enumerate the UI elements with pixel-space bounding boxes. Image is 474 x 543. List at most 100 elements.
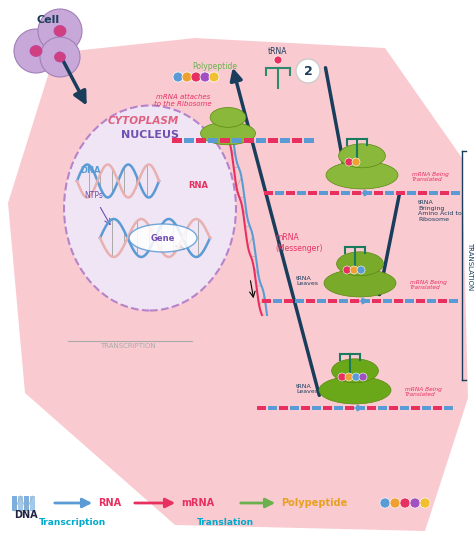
Ellipse shape: [54, 26, 66, 36]
Bar: [385, 191, 394, 195]
Circle shape: [352, 373, 360, 381]
Circle shape: [420, 498, 430, 508]
Text: Cell: Cell: [36, 15, 60, 25]
Polygon shape: [8, 38, 468, 531]
Bar: [273, 299, 282, 303]
Bar: [279, 406, 288, 410]
Ellipse shape: [326, 161, 398, 189]
Ellipse shape: [324, 269, 396, 297]
Bar: [257, 406, 266, 410]
Text: NTPs: NTPs: [84, 191, 103, 199]
Ellipse shape: [337, 252, 383, 276]
Bar: [275, 191, 284, 195]
Bar: [383, 299, 392, 303]
Bar: [352, 191, 361, 195]
Bar: [407, 191, 416, 195]
Bar: [262, 299, 271, 303]
Ellipse shape: [201, 122, 255, 145]
Circle shape: [173, 72, 183, 82]
Text: tRNA
Leaves: tRNA Leaves: [296, 276, 318, 286]
Ellipse shape: [210, 108, 246, 127]
Bar: [286, 191, 295, 195]
Bar: [330, 191, 339, 195]
Bar: [405, 299, 414, 303]
Ellipse shape: [64, 105, 236, 311]
Circle shape: [40, 37, 80, 77]
Text: 2: 2: [304, 65, 312, 78]
Ellipse shape: [55, 52, 65, 62]
Bar: [427, 299, 436, 303]
Circle shape: [357, 266, 365, 274]
Bar: [394, 299, 403, 303]
Text: Polypeptide: Polypeptide: [281, 498, 347, 508]
Bar: [290, 406, 299, 410]
Text: mRNA Being
Translated: mRNA Being Translated: [412, 172, 449, 182]
Bar: [308, 191, 317, 195]
Bar: [374, 191, 383, 195]
Bar: [367, 406, 376, 410]
Text: tRNA
Leaves: tRNA Leaves: [296, 383, 318, 394]
Circle shape: [350, 266, 358, 274]
Text: mRNA Being
Translated: mRNA Being Translated: [410, 280, 447, 291]
Bar: [232, 138, 242, 143]
Text: tRNA: tRNA: [268, 47, 288, 56]
Bar: [323, 406, 332, 410]
Bar: [196, 138, 206, 143]
Circle shape: [380, 498, 390, 508]
Bar: [268, 406, 277, 410]
Circle shape: [209, 72, 219, 82]
Bar: [350, 299, 359, 303]
Bar: [256, 138, 266, 143]
Bar: [389, 406, 398, 410]
Bar: [317, 299, 326, 303]
Text: RNA: RNA: [98, 498, 121, 508]
Bar: [416, 299, 425, 303]
Bar: [361, 299, 370, 303]
Bar: [440, 191, 449, 195]
Ellipse shape: [129, 224, 197, 252]
Bar: [268, 138, 278, 143]
Bar: [12, 496, 17, 511]
Bar: [429, 191, 438, 195]
Bar: [438, 299, 447, 303]
Bar: [451, 191, 460, 195]
Bar: [319, 191, 328, 195]
Bar: [444, 406, 453, 410]
Circle shape: [296, 59, 320, 83]
Text: mRNA Being
Translated: mRNA Being Translated: [405, 387, 442, 397]
Circle shape: [14, 29, 58, 73]
Text: DNA: DNA: [14, 510, 37, 520]
Text: mRNA: mRNA: [181, 498, 214, 508]
Bar: [24, 496, 29, 511]
Circle shape: [345, 158, 353, 166]
Circle shape: [191, 72, 201, 82]
Bar: [433, 406, 442, 410]
Bar: [284, 299, 293, 303]
Bar: [341, 191, 350, 195]
Bar: [334, 406, 343, 410]
Bar: [411, 406, 420, 410]
Circle shape: [345, 373, 353, 381]
Circle shape: [400, 498, 410, 508]
Text: Gene: Gene: [151, 233, 175, 243]
Circle shape: [352, 158, 360, 166]
Circle shape: [38, 9, 82, 53]
Bar: [280, 138, 290, 143]
Bar: [297, 191, 306, 195]
Bar: [356, 406, 365, 410]
Ellipse shape: [338, 144, 385, 168]
Bar: [422, 406, 431, 410]
Text: NUCLEUS: NUCLEUS: [121, 130, 179, 140]
Bar: [372, 299, 381, 303]
Bar: [378, 406, 387, 410]
Bar: [220, 138, 230, 143]
Text: DNA: DNA: [80, 166, 100, 174]
Text: tRNA
Bringing
Amino Acid to
Ribosome: tRNA Bringing Amino Acid to Ribosome: [418, 200, 462, 222]
Bar: [18, 496, 23, 511]
Bar: [264, 191, 273, 195]
Bar: [363, 191, 372, 195]
Bar: [208, 138, 218, 143]
Circle shape: [274, 56, 282, 64]
Circle shape: [410, 498, 420, 508]
Text: TRANSCRIPTION: TRANSCRIPTION: [100, 343, 156, 349]
